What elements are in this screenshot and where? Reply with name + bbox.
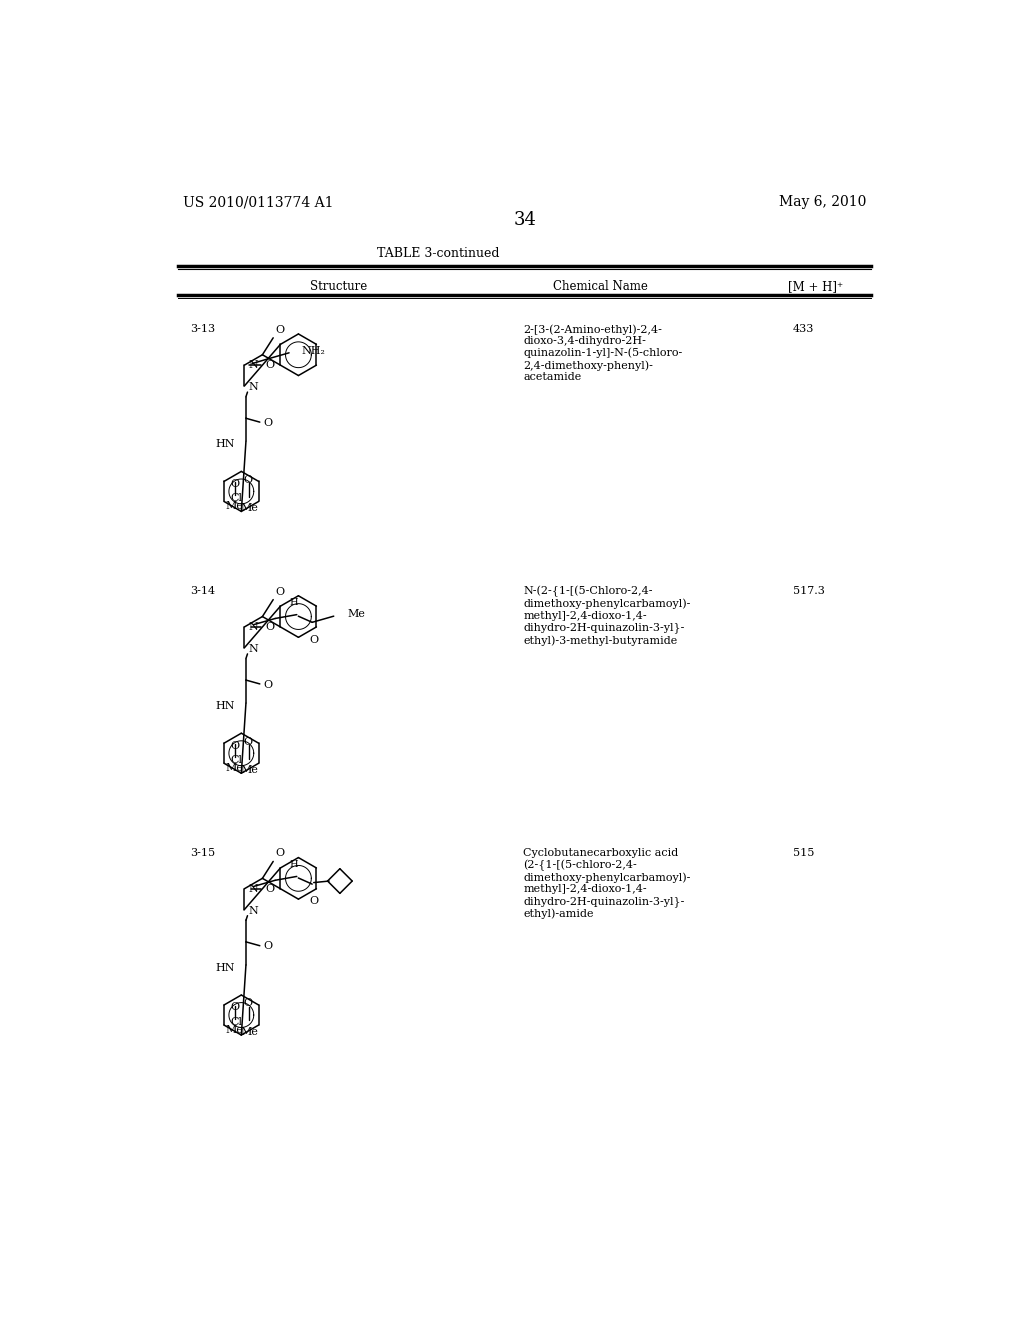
Text: Me: Me [226,502,244,511]
Text: O: O [309,896,318,907]
Text: HN: HN [216,701,236,711]
Text: N: N [248,884,258,894]
Text: [M + H]⁺: [M + H]⁺ [788,280,844,293]
Text: Me: Me [347,609,366,619]
Text: Me: Me [226,763,244,774]
Text: Me: Me [226,1026,244,1035]
Text: N: N [248,622,258,632]
Text: N: N [248,644,258,655]
Text: 515: 515 [793,847,814,858]
Text: O: O [263,418,272,428]
Text: O: O [275,849,285,858]
Text: HN: HN [216,440,236,449]
Text: 433: 433 [793,323,814,334]
Text: O: O [263,941,272,952]
Text: O: O [275,586,285,597]
Text: Chemical Name: Chemical Name [553,280,648,293]
Text: N: N [248,383,258,392]
Text: TABLE 3-continued: TABLE 3-continued [377,247,500,260]
Text: Me: Me [241,1027,258,1036]
Text: H: H [290,859,298,869]
Text: 517.3: 517.3 [793,586,824,595]
Text: O: O [275,325,285,335]
Text: HN: HN [216,964,236,973]
Text: 3-15: 3-15 [190,847,216,858]
Text: 3-13: 3-13 [190,323,216,334]
Text: Structure: Structure [310,280,367,293]
Text: O: O [244,737,253,747]
Text: O: O [230,479,240,488]
Text: 3-14: 3-14 [190,586,216,595]
Text: N-(2-{1-[(5-Chloro-2,4-
dimethoxy-phenylcarbamoyl)-
methyl]-2,4-dioxo-1,4-
dihyd: N-(2-{1-[(5-Chloro-2,4- dimethoxy-phenyl… [523,586,690,645]
Text: H: H [290,598,298,607]
Text: N: N [248,906,258,916]
Text: N: N [248,360,258,370]
Text: O: O [265,360,274,370]
Text: O: O [265,884,274,894]
Text: US 2010/0113774 A1: US 2010/0113774 A1 [183,195,334,210]
Text: O: O [263,680,272,689]
Text: NH₂: NH₂ [301,346,326,356]
Text: Me: Me [241,764,258,775]
Text: May 6, 2010: May 6, 2010 [779,195,866,210]
Text: Cyclobutanecarboxylic acid
(2-{1-[(5-chloro-2,4-
dimethoxy-phenylcarbamoyl)-
met: Cyclobutanecarboxylic acid (2-{1-[(5-chl… [523,847,690,919]
Text: Me: Me [241,503,258,513]
Text: O: O [230,741,240,751]
Text: 34: 34 [513,211,537,228]
Text: O: O [230,1002,240,1012]
Text: Cl: Cl [230,494,242,503]
Text: O: O [309,635,318,644]
Text: O: O [244,475,253,484]
Text: Cl: Cl [230,1016,242,1027]
Text: Cl: Cl [230,755,242,766]
Text: O: O [265,622,274,632]
Text: 2-[3-(2-Amino-ethyl)-2,4-
dioxo-3,4-dihydro-2H-
quinazolin-1-yl]-N-(5-chloro-
2,: 2-[3-(2-Amino-ethyl)-2,4- dioxo-3,4-dihy… [523,323,683,383]
Text: O: O [244,998,253,1008]
